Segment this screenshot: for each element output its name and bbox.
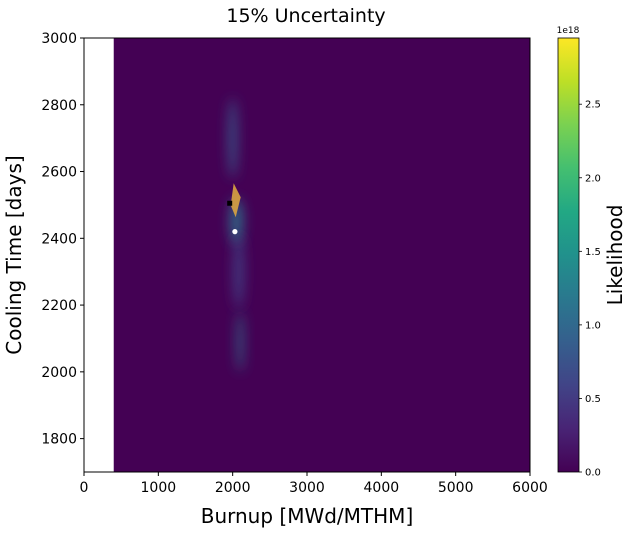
white-circle-marker <box>232 229 238 235</box>
y-tick-label: 2800 <box>41 98 77 114</box>
x-axis-label: Burnup [MWd/MTHM] <box>201 504 414 528</box>
y-axis: 1800 2000 2200 2400 2600 2800 3000 <box>41 31 84 448</box>
heatmap-background <box>113 38 530 472</box>
y-tick-label: 3000 <box>41 31 77 47</box>
x-tick-label: 2000 <box>215 480 251 496</box>
likelihood-blob <box>237 311 244 372</box>
chart-title: 15% Uncertainty <box>226 5 385 27</box>
black-square-marker <box>227 200 233 206</box>
x-tick-label: 6000 <box>512 480 548 496</box>
y-axis-label: Cooling Time [days] <box>2 155 26 354</box>
x-tick-label: 0 <box>80 480 89 496</box>
colorbar-axis: 0.0 0.5 1.0 1.5 2.0 2.5 <box>579 100 601 479</box>
colorbar-tick-label: 2.5 <box>585 100 601 111</box>
colorbar-tick-label: 0.0 <box>585 468 601 479</box>
colorbar-tick-label: 2.0 <box>585 173 601 184</box>
colorbar-offset-text: 1e18 <box>557 26 580 36</box>
colorbar-tick-label: 1.5 <box>585 247 601 258</box>
colorbar-label: Likelihood <box>603 205 627 306</box>
heatmap-layer <box>113 38 530 472</box>
x-tick-label: 3000 <box>289 480 325 496</box>
peak-likelihood-patch <box>230 183 241 218</box>
y-tick-label: 2000 <box>41 365 77 381</box>
y-tick-label: 2200 <box>41 298 77 314</box>
x-axis: 0 1000 2000 3000 4000 5000 6000 <box>80 472 548 496</box>
y-tick-label: 2600 <box>41 165 77 181</box>
colorbar-tick-label: 0.5 <box>585 394 601 405</box>
y-tick-label: 2400 <box>41 231 77 247</box>
x-tick-label: 4000 <box>364 480 400 496</box>
likelihood-blob <box>233 234 244 309</box>
x-tick-label: 1000 <box>141 480 177 496</box>
x-tick-label: 5000 <box>438 480 474 496</box>
colorbar <box>557 37 580 473</box>
likelihood-blob <box>228 98 238 179</box>
colorbar-tick-label: 1.0 <box>585 320 601 331</box>
y-tick-label: 1800 <box>41 432 77 448</box>
